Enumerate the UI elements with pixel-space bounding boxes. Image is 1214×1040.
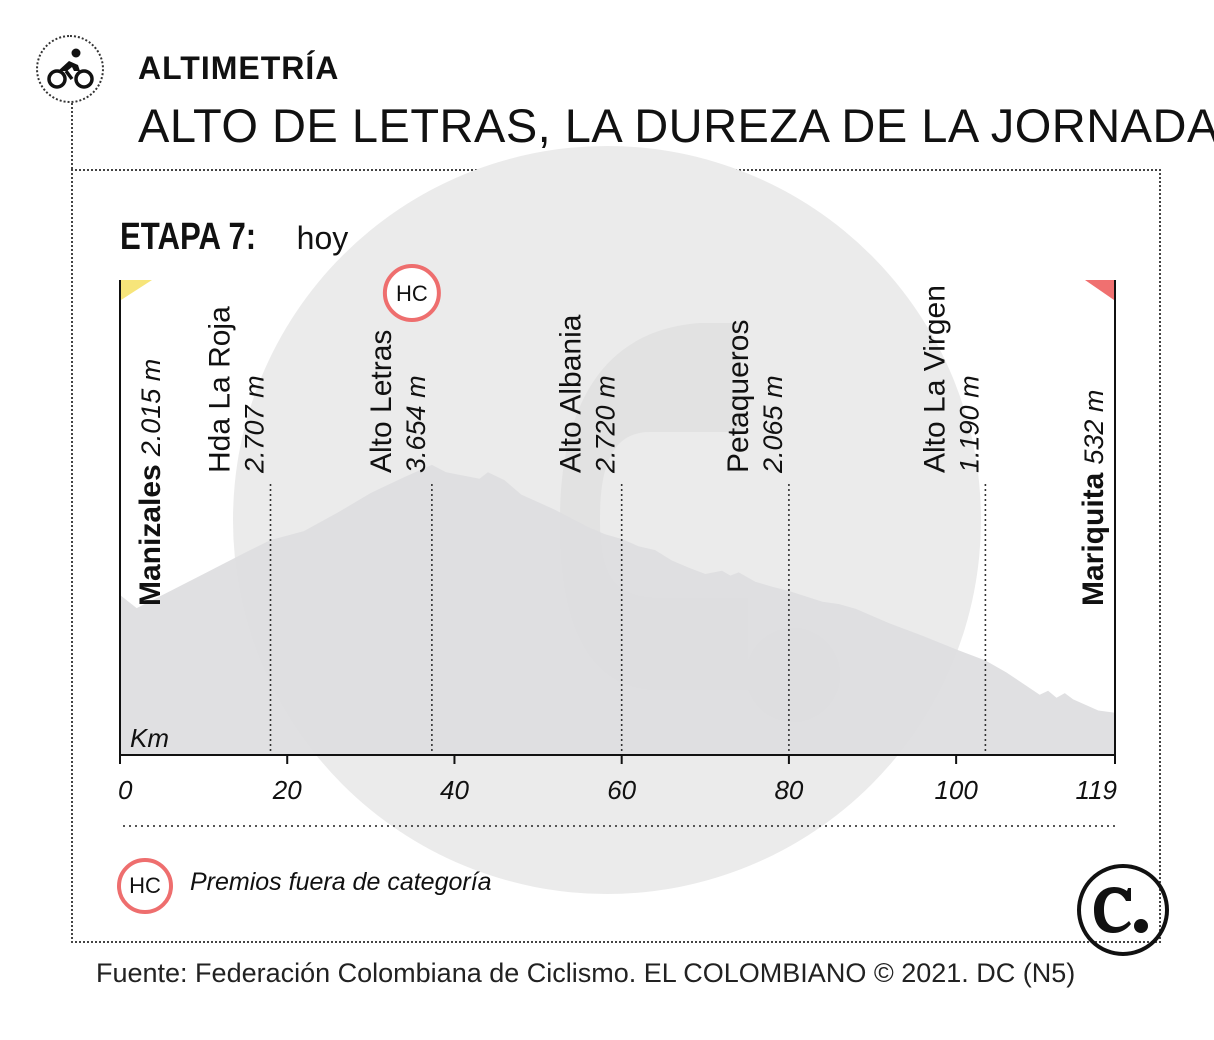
point-name: Hda La Roja [204, 306, 237, 473]
cyclist-icon-badge [36, 35, 104, 103]
stage-label: ETAPA 7: hoy [120, 216, 348, 259]
chart-title: ALTO DE LETRAS, LA DUREZA DE LA JORNADA [138, 99, 1214, 152]
x-tick-label: 80 [774, 775, 803, 805]
svg-text:Manizales2.015 m: Manizales 2.015 m [134, 359, 167, 606]
point-label: Mariquita 532 m [1077, 390, 1110, 606]
start-flag [121, 280, 152, 300]
point-elevation: 2.720 m [591, 375, 621, 474]
svg-text:Mariquita532 m: Mariquita 532 m [1077, 390, 1110, 606]
x-tick-label: 0 [118, 775, 133, 805]
point-name: Alto Letras [365, 330, 398, 473]
elevation-profile-area [120, 464, 1115, 755]
hc-badge-label: HC [396, 281, 428, 306]
point-elevation: 532 m [1079, 390, 1109, 465]
x-tick-label: 20 [272, 775, 302, 805]
x-tick-label: 100 [934, 775, 978, 805]
point-elevation: 3.654 m [401, 375, 431, 473]
point-label: Alto La Virgen 1.190 m [918, 285, 984, 473]
hc-badge [382, 264, 441, 322]
point-name: Petaqueros [722, 320, 755, 473]
point-elevation: 2.015 m [136, 359, 166, 458]
stage-day: hoy [296, 220, 349, 256]
point-label: Hda La Roja 2.707 m [204, 306, 270, 474]
point-elevation: 2.065 m [758, 375, 788, 474]
x-tick-label: 60 [607, 775, 636, 805]
x-axis-title: Km [130, 723, 169, 753]
cyclist-icon [47, 48, 94, 89]
source-credit: Fuente: Federación Colombiana de Ciclism… [96, 958, 1076, 988]
logo-mark [1094, 887, 1148, 933]
legend-text: Premios fuera de categoría [190, 868, 492, 896]
el-colombiano-logo [1077, 864, 1169, 956]
point-elevation: 1.190 m [954, 375, 984, 473]
legend-hc-badge: HC [117, 858, 173, 914]
point-elevation: 2.707 m [240, 375, 270, 474]
point-name: Alto Albania [555, 314, 588, 473]
frame-connector [71, 103, 73, 169]
point-name: Manizales [134, 464, 167, 606]
point-label: Alto Letras 3.654 m [365, 330, 431, 473]
supertitle: ALTIMETRÍA [138, 50, 340, 86]
point-name: Mariquita [1077, 472, 1110, 606]
x-tick-label: 119 [1076, 775, 1117, 805]
finish-flag [1085, 280, 1114, 300]
point-label: Petaqueros 2.065 m [722, 320, 788, 474]
stage-number: ETAPA 7: [120, 216, 257, 258]
x-tick-label: 40 [440, 775, 469, 805]
point-name: Alto La Virgen [918, 285, 951, 473]
point-label: Alto Albania 2.720 m [555, 314, 621, 474]
point-label: Manizales 2.015 m [134, 359, 167, 606]
